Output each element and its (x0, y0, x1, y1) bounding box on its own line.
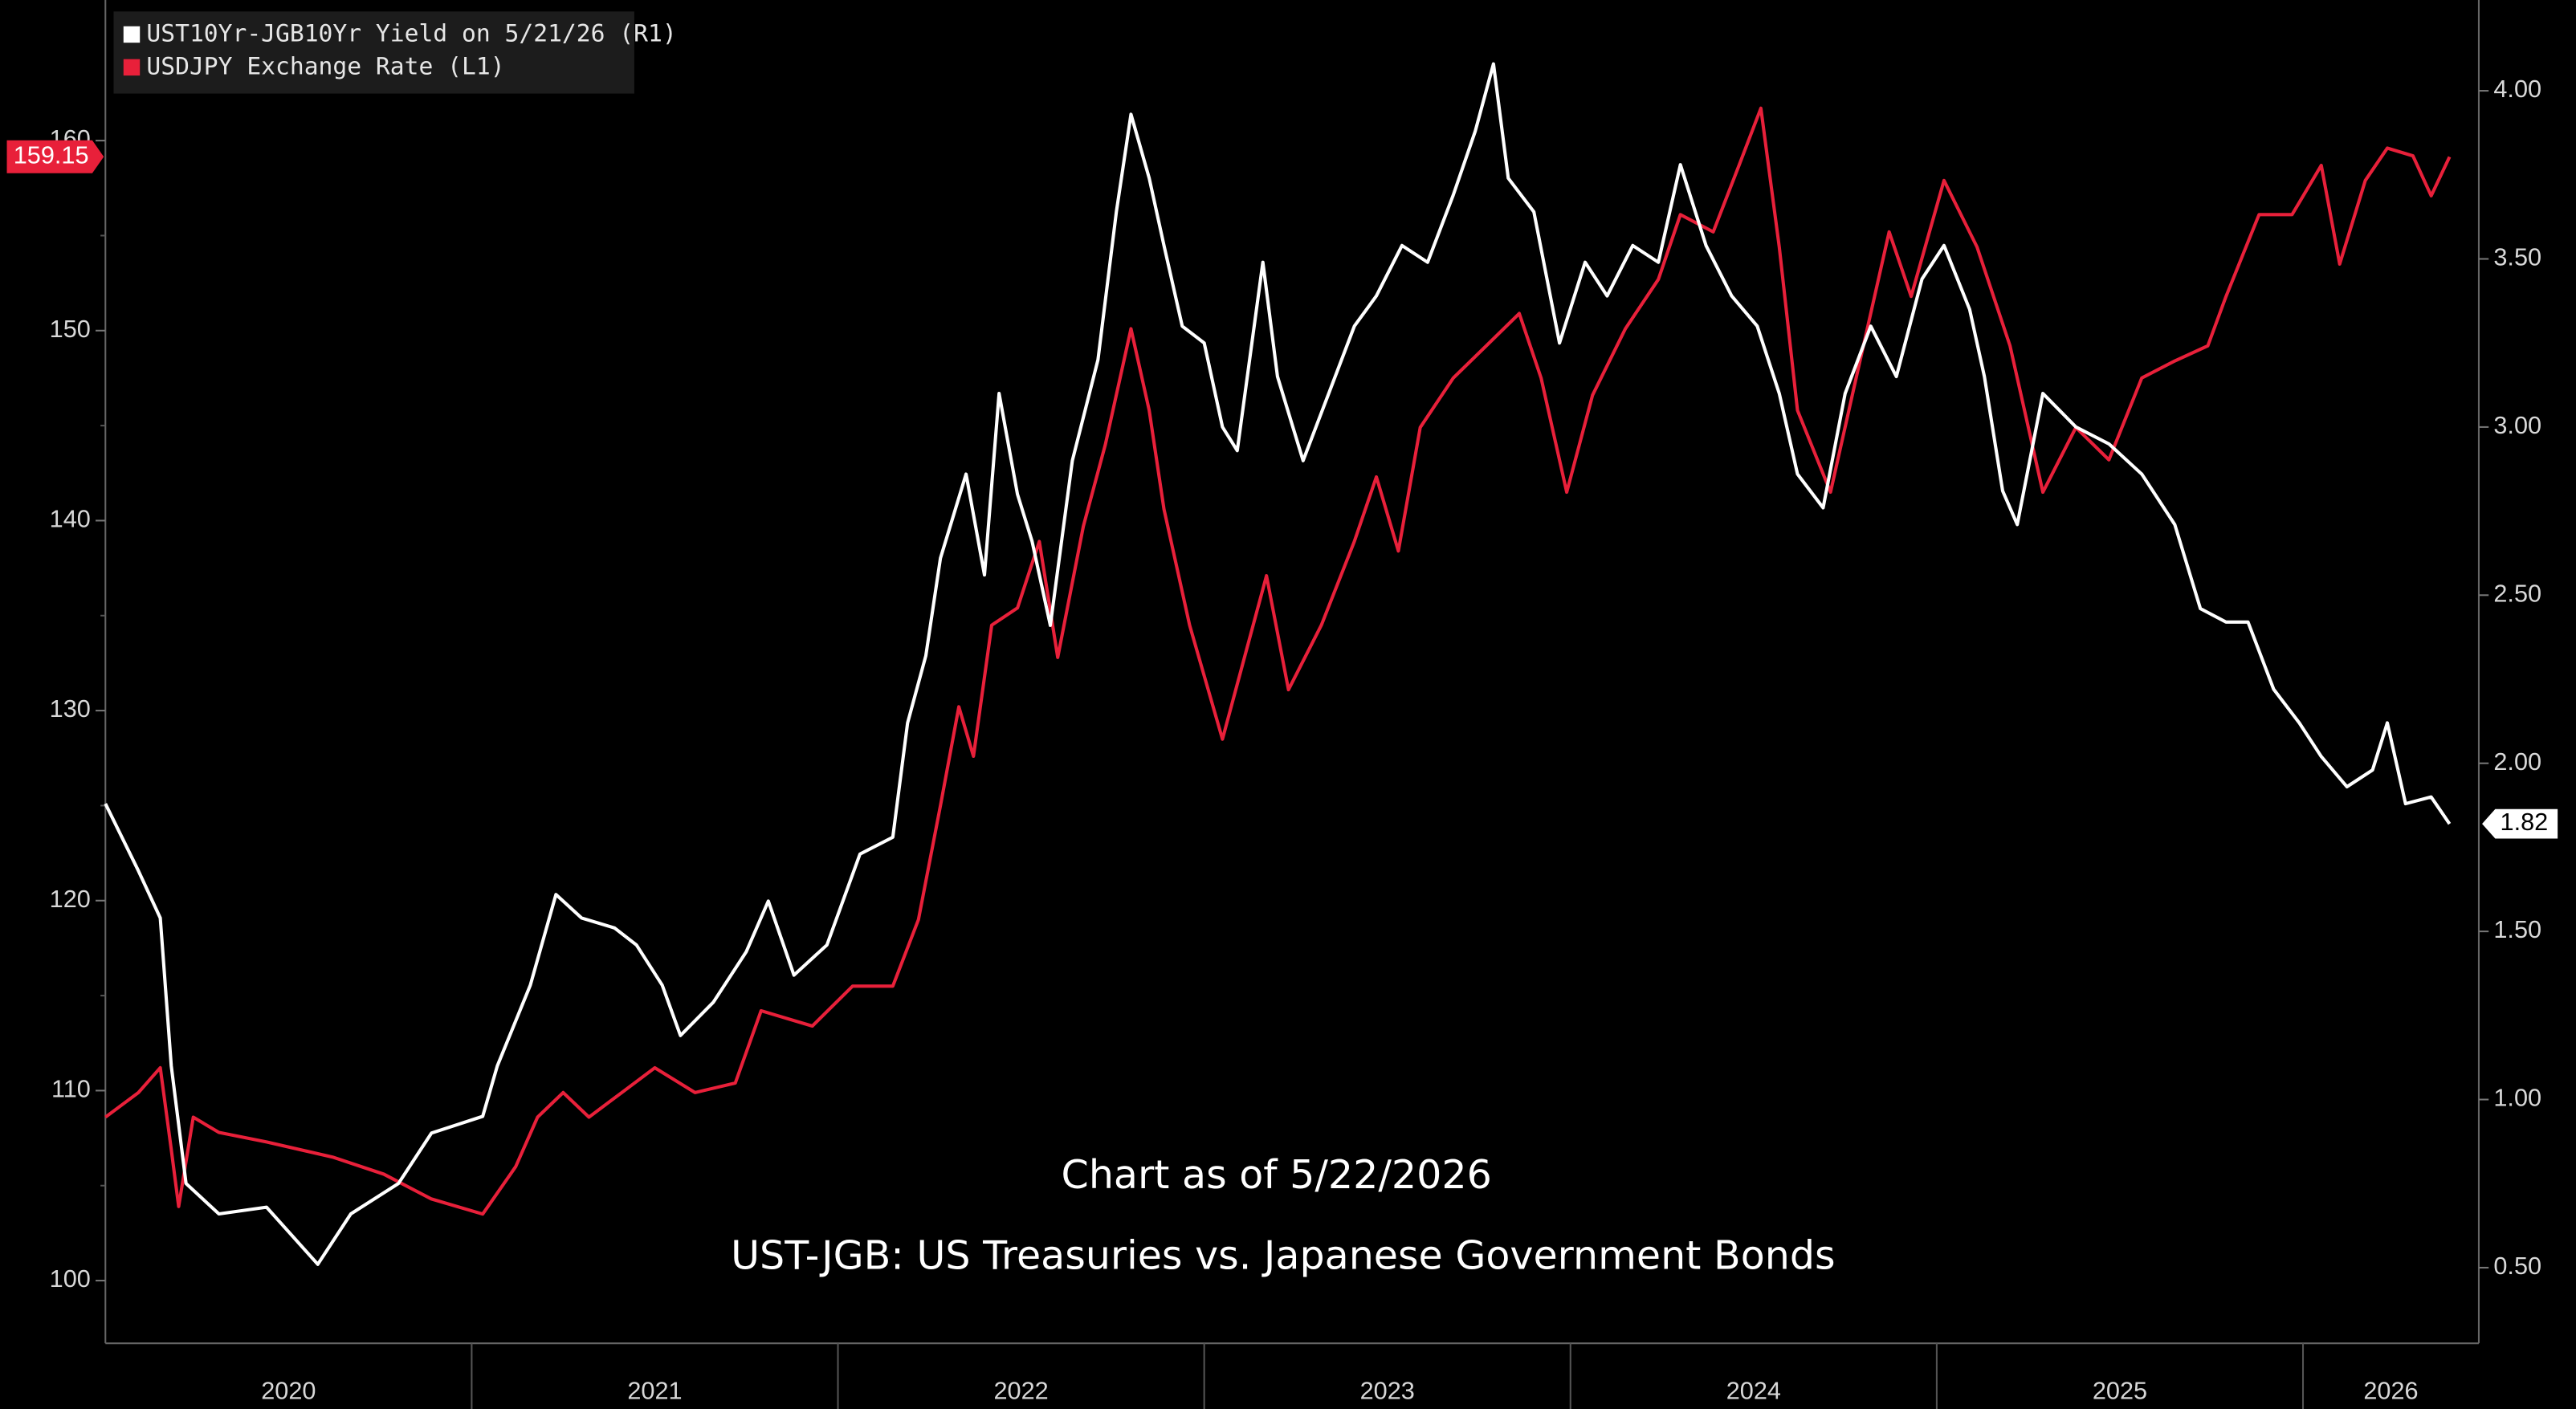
y-tick-label: 100 (50, 1264, 91, 1293)
last-value-label: 1.82 (2501, 808, 2549, 836)
x-tick-label: 2024 (1726, 1377, 1781, 1405)
legend-label: UST10Yr-JGB10Yr Yield on 5/21/26 (R1) (146, 18, 676, 47)
y2-tick-label: 1.50 (2493, 915, 2541, 943)
legend-box (113, 11, 634, 94)
series-line (104, 106, 2452, 1216)
y2-tick-label: 0.50 (2493, 1252, 2541, 1280)
x-tick-label: 2026 (2363, 1377, 2418, 1405)
y-tick-label: 110 (51, 1075, 91, 1103)
y2-tick-label: 4.00 (2493, 75, 2541, 103)
last-value-tag (6, 140, 104, 173)
x-tick-label: 2021 (627, 1377, 682, 1405)
y-tick-label: 140 (50, 505, 91, 533)
legend-label: USDJPY Exchange Rate (L1) (146, 51, 504, 79)
y2-tick-label: 2.50 (2493, 579, 2541, 607)
y-tick-label: 120 (50, 885, 91, 913)
last-value-label: 159.15 (14, 140, 89, 169)
legend-swatch (123, 26, 141, 43)
legend-swatch (123, 59, 141, 76)
x-tick-label: 2022 (993, 1377, 1048, 1405)
y2-tick-label: 1.00 (2493, 1084, 2541, 1112)
series-line (104, 62, 2452, 1266)
last-value-tag (2482, 808, 2558, 839)
x-tick-label: 2020 (261, 1377, 316, 1405)
annotation: Chart as of 5/22/2026 (1062, 1151, 1492, 1198)
y-tick-label: 150 (50, 315, 91, 343)
y2-tick-label: 2.00 (2493, 747, 2541, 776)
y2-tick-label: 3.00 (2493, 411, 2541, 439)
annotation: UST-JGB: US Treasuries vs. Japanese Gove… (731, 1232, 1835, 1278)
y2-tick-label: 3.50 (2493, 243, 2541, 271)
background (6, 0, 2570, 1409)
x-tick-label: 2025 (2093, 1377, 2147, 1405)
x-tick-label: 2023 (1360, 1377, 1415, 1405)
y-tick-label: 130 (50, 694, 91, 723)
